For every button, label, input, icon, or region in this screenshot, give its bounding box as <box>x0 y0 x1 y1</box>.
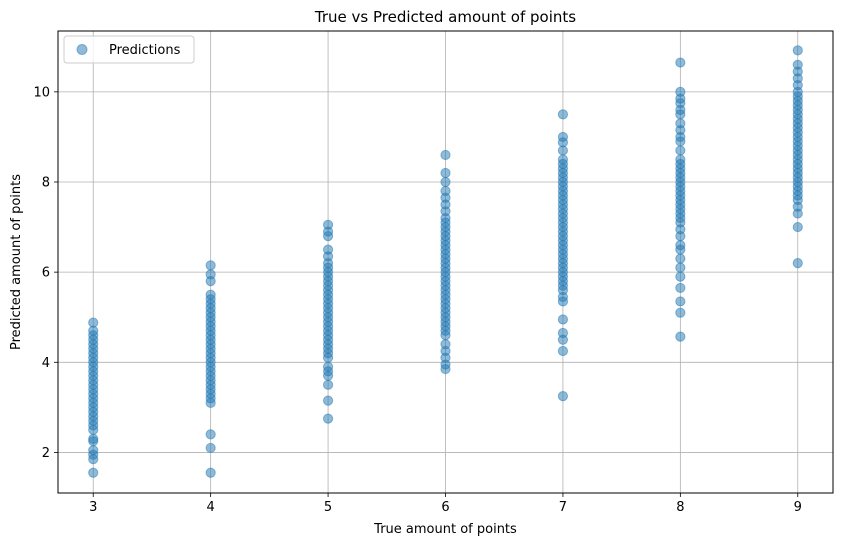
data-point <box>675 271 686 282</box>
x-tick-label: 7 <box>559 500 567 515</box>
data-point <box>675 282 686 294</box>
y-tick-label: 8 <box>42 175 50 190</box>
data-point <box>440 185 451 197</box>
data-point <box>675 118 686 129</box>
x-axis-ticks: 3 4 5 6 7 8 9 <box>89 493 802 515</box>
data-point <box>675 262 686 273</box>
data-point <box>205 269 216 280</box>
x-axis-label: True amount of points <box>373 522 517 537</box>
legend-marker <box>76 44 88 55</box>
data-points <box>88 45 803 478</box>
y-axis-ticks: 2 4 6 8 10 <box>33 85 58 461</box>
data-point <box>205 260 216 271</box>
data-point <box>205 442 216 454</box>
x-tick-label: 4 <box>207 500 215 515</box>
x-tick-label: 5 <box>324 500 332 515</box>
x-tick-label: 8 <box>676 500 684 515</box>
data-point <box>675 86 686 97</box>
x-tick-label: 3 <box>89 500 97 515</box>
data-point <box>792 45 803 56</box>
data-point <box>88 433 99 445</box>
data-point <box>205 467 216 478</box>
data-point <box>675 331 686 342</box>
data-point <box>557 314 569 325</box>
y-tick-label: 4 <box>42 356 50 371</box>
data-point <box>205 429 216 440</box>
data-point <box>557 131 569 143</box>
data-point <box>88 317 99 328</box>
data-point <box>322 395 334 406</box>
y-tick-label: 2 <box>42 446 50 461</box>
data-point <box>322 413 334 424</box>
data-point <box>440 149 451 161</box>
data-point <box>675 145 686 156</box>
data-point <box>205 289 216 300</box>
x-tick-label: 9 <box>794 500 802 515</box>
data-point <box>792 258 803 269</box>
y-tick-label: 10 <box>33 85 50 100</box>
data-point <box>557 327 569 339</box>
data-point <box>557 109 569 120</box>
data-point <box>557 345 569 357</box>
data-point <box>792 59 803 70</box>
data-point <box>792 221 803 233</box>
data-point <box>322 379 334 390</box>
data-point <box>675 296 686 307</box>
legend: Predictions <box>63 35 195 64</box>
data-point <box>88 445 99 456</box>
y-axis-label: Predicted amount of points <box>9 174 24 350</box>
data-point <box>675 154 686 165</box>
data-point <box>440 339 451 350</box>
x-tick-label: 6 <box>441 500 449 515</box>
data-point <box>675 253 686 264</box>
data-point <box>675 57 686 68</box>
chart-title: True vs Predicted amount of points <box>314 8 576 26</box>
legend-frame <box>63 35 195 64</box>
data-point <box>440 167 451 179</box>
data-point <box>322 244 334 255</box>
data-point <box>322 219 334 230</box>
data-point <box>557 154 569 165</box>
data-point <box>675 239 686 251</box>
y-tick-label: 6 <box>42 266 50 281</box>
data-point <box>88 467 99 478</box>
data-point <box>557 390 569 402</box>
data-point <box>440 176 451 188</box>
legend-label: Predictions <box>109 43 181 58</box>
data-point <box>322 361 334 372</box>
data-point <box>675 307 686 318</box>
